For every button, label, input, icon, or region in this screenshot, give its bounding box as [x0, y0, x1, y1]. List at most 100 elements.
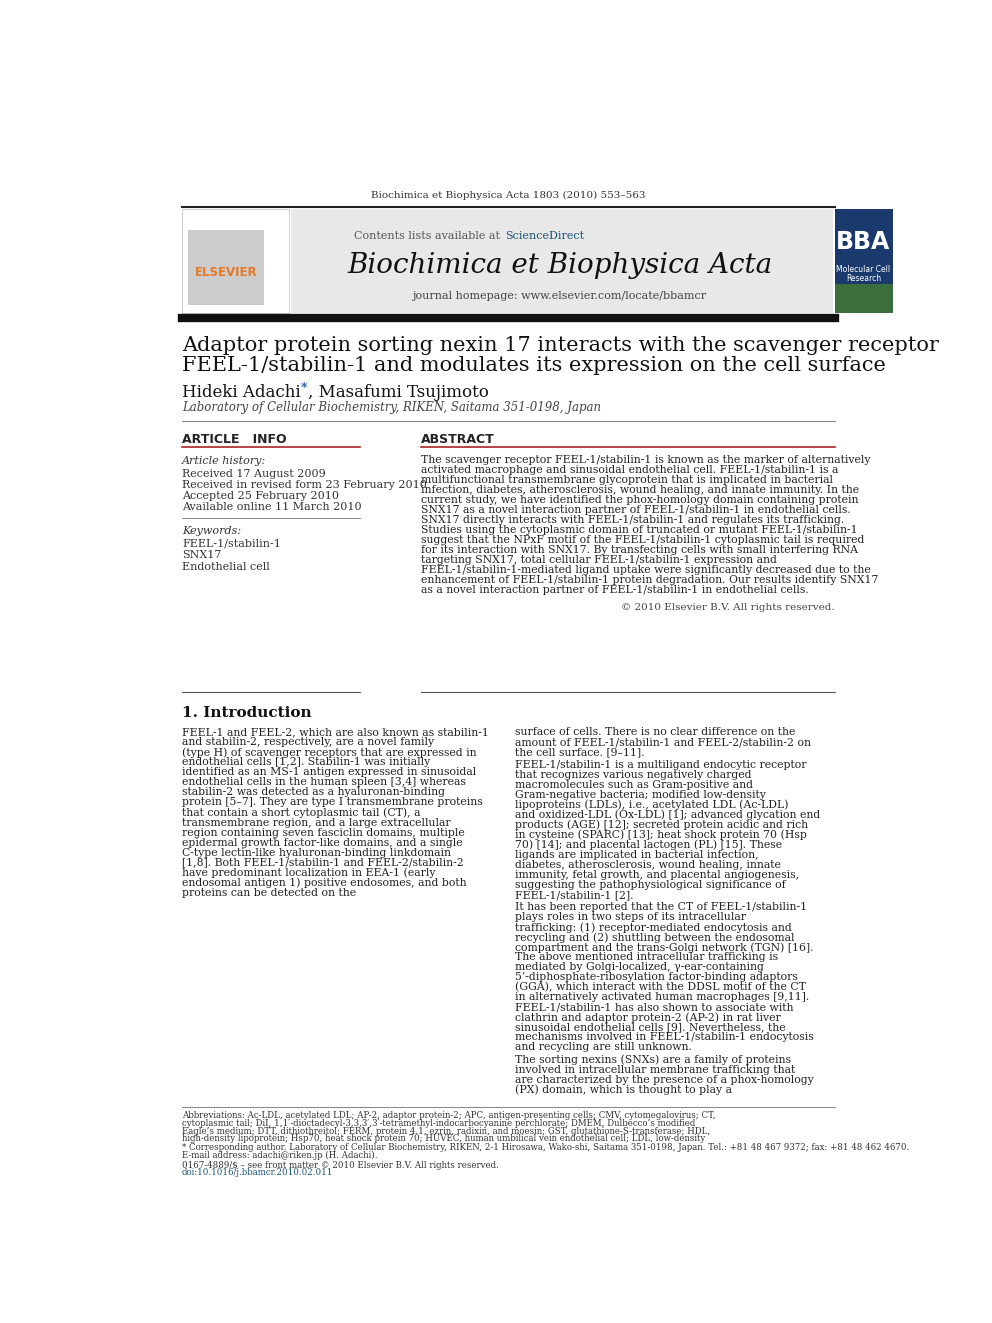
Text: © 2010 Elsevier B.V. All rights reserved.: © 2010 Elsevier B.V. All rights reserved…: [621, 603, 834, 613]
Text: FEEL-1/stabilin-1 [2].: FEEL-1/stabilin-1 [2].: [516, 890, 634, 900]
Text: proteins can be detected on the: proteins can be detected on the: [183, 888, 356, 897]
Text: FEEL-1 and FEEL-2, which are also known as stabilin-1: FEEL-1 and FEEL-2, which are also known …: [183, 728, 489, 737]
Text: 0167-4889/$ – see front matter © 2010 Elsevier B.V. All rights reserved.: 0167-4889/$ – see front matter © 2010 El…: [183, 1160, 499, 1170]
Text: BBA: BBA: [836, 230, 891, 254]
Text: that contain a short cytoplasmic tail (CT), a: that contain a short cytoplasmic tail (C…: [183, 807, 421, 818]
Text: activated macrophage and sinusoidal endothelial cell. FEEL-1/stabilin-1 is a: activated macrophage and sinusoidal endo…: [421, 464, 838, 475]
Text: The scavenger receptor FEEL-1/stabilin-1 is known as the marker of alternatively: The scavenger receptor FEEL-1/stabilin-1…: [421, 455, 870, 464]
Text: The sorting nexins (SNXs) are a family of proteins: The sorting nexins (SNXs) are a family o…: [516, 1054, 792, 1065]
Text: products (AGE) [12]; secreted protein acidic and rich: products (AGE) [12]; secreted protein ac…: [516, 819, 808, 830]
Text: cytoplasmic tail; DiI, 1,1′-dioctadecyl-3,3,3′,3′-tetramethyl-indocarbocyanine p: cytoplasmic tail; DiI, 1,1′-dioctadecyl-…: [183, 1119, 695, 1129]
Text: ScienceDirect: ScienceDirect: [505, 230, 584, 241]
Text: 70) [14]; and placental lactogen (PL) [15]. These: 70) [14]; and placental lactogen (PL) [1…: [516, 840, 783, 851]
Text: compartment and the trans-Golgi network (TGN) [16].: compartment and the trans-Golgi network …: [516, 942, 813, 953]
Text: SNX17 directly interacts with FEEL-1/stabilin-1 and regulates its trafficking.: SNX17 directly interacts with FEEL-1/sta…: [421, 515, 844, 525]
Text: region containing seven fasciclin domains, multiple: region containing seven fasciclin domain…: [183, 827, 465, 837]
Bar: [188, 230, 264, 306]
Text: E-mail address: adachi@riken.jp (H. Adachi).: E-mail address: adachi@riken.jp (H. Adac…: [183, 1151, 378, 1160]
Text: Received in revised form 23 February 2010: Received in revised form 23 February 201…: [183, 480, 427, 491]
Text: suggest that the NPxF motif of the FEEL-1/stabilin-1 cytoplasmic tail is require: suggest that the NPxF motif of the FEEL-…: [421, 534, 864, 545]
Text: that recognizes various negatively charged: that recognizes various negatively charg…: [516, 770, 752, 779]
Text: protein [5–7]. They are type I transmembrane proteins: protein [5–7]. They are type I transmemb…: [183, 798, 483, 807]
Text: surface of cells. There is no clear difference on the: surface of cells. There is no clear diff…: [516, 728, 796, 737]
Text: ELSEVIER: ELSEVIER: [195, 266, 258, 279]
Text: current study, we have identified the phox-homology domain containing protein: current study, we have identified the ph…: [421, 495, 858, 505]
Text: Adaptor protein sorting nexin 17 interacts with the scavenger receptor: Adaptor protein sorting nexin 17 interac…: [183, 336, 939, 355]
Text: endosomal antigen 1) positive endosomes, and both: endosomal antigen 1) positive endosomes,…: [183, 877, 467, 888]
Text: endothelial cells [1,2]. Stabilin-1 was initially: endothelial cells [1,2]. Stabilin-1 was …: [183, 758, 431, 767]
Text: Available online 11 March 2010: Available online 11 March 2010: [183, 501, 362, 512]
Text: diabetes, atherosclerosis, wound healing, innate: diabetes, atherosclerosis, wound healing…: [516, 860, 782, 869]
Text: Article history:: Article history:: [183, 456, 267, 467]
Text: , Masafumi Tsujimoto: , Masafumi Tsujimoto: [308, 384, 488, 401]
Text: * Corresponding author. Laboratory of Cellular Biochemistry, RIKEN, 2-1 Hirosawa: * Corresponding author. Laboratory of Ce…: [183, 1143, 910, 1152]
Bar: [834, 209, 893, 312]
Text: involved in intracellular membrane trafficking that: involved in intracellular membrane traff…: [516, 1065, 796, 1074]
Text: mechanisms involved in FEEL-1/stabilin-1 endocytosis: mechanisms involved in FEEL-1/stabilin-1…: [516, 1032, 814, 1043]
Text: suggesting the pathophysiological significance of: suggesting the pathophysiological signif…: [516, 880, 786, 890]
Text: The above mentioned intracellular trafficking is: The above mentioned intracellular traffi…: [516, 953, 779, 962]
Text: Contents lists available at: Contents lists available at: [354, 230, 504, 241]
Text: [1,8]. Both FEEL-1/stabilin-1 and FEEL-2/stabilin-2: [1,8]. Both FEEL-1/stabilin-1 and FEEL-2…: [183, 857, 464, 868]
Text: 5’-diphosphate-ribosylation factor-binding adaptors: 5’-diphosphate-ribosylation factor-bindi…: [516, 972, 799, 982]
Text: transmembrane region, and a large extracellular: transmembrane region, and a large extrac…: [183, 818, 450, 827]
Text: mediated by Golgi-localized, γ-ear-containing: mediated by Golgi-localized, γ-ear-conta…: [516, 962, 764, 972]
Text: FEEL-1/stabilin-1 and modulates its expression on the cell surface: FEEL-1/stabilin-1 and modulates its expr…: [183, 356, 886, 374]
Text: Received 17 August 2009: Received 17 August 2009: [183, 470, 326, 479]
Text: in alternatively activated human macrophages [9,11].: in alternatively activated human macroph…: [516, 992, 809, 1003]
Text: stabilin-2 was detected as a hyaluronan-binding: stabilin-2 was detected as a hyaluronan-…: [183, 787, 445, 798]
Text: Studies using the cytoplasmic domain of truncated or mutant FEEL-1/stabilin-1: Studies using the cytoplasmic domain of …: [421, 525, 857, 534]
Text: lipoproteins (LDLs), i.e., acetylated LDL (Ac-LDL): lipoproteins (LDLs), i.e., acetylated LD…: [516, 799, 789, 810]
Text: targeting SNX17, total cellular FEEL-1/stabilin-1 expression and: targeting SNX17, total cellular FEEL-1/s…: [421, 554, 777, 565]
Text: It has been reported that the CT of FEEL-1/stabilin-1: It has been reported that the CT of FEEL…: [516, 902, 807, 912]
Bar: [183, 209, 289, 312]
Text: Biochimica et Biophysica Acta: Biochimica et Biophysica Acta: [347, 251, 772, 279]
Text: SNX17 as a novel interaction partner of FEEL-1/stabilin-1 in endothelial cells.: SNX17 as a novel interaction partner of …: [421, 505, 850, 515]
Text: FEEL-1/stabilin-1: FEEL-1/stabilin-1: [183, 538, 281, 549]
Text: recycling and (2) shuttling between the endosomal: recycling and (2) shuttling between the …: [516, 931, 795, 942]
Text: plays roles in two steps of its intracellular: plays roles in two steps of its intracel…: [516, 913, 746, 922]
Text: 1. Introduction: 1. Introduction: [183, 706, 311, 720]
Text: SNX17: SNX17: [183, 550, 221, 561]
Text: C-type lectin-like hyaluronan-binding linkdomain: C-type lectin-like hyaluronan-binding li…: [183, 848, 451, 857]
Text: (type H) of scavenger receptors that are expressed in: (type H) of scavenger receptors that are…: [183, 747, 477, 758]
Text: *: *: [301, 382, 308, 396]
Text: Gram-negative bacteria; modified low-density: Gram-negative bacteria; modified low-den…: [516, 790, 766, 800]
Text: trafficking: (1) receptor-mediated endocytosis and: trafficking: (1) receptor-mediated endoc…: [516, 922, 793, 933]
Text: and oxidized-LDL (Ox-LDL) [1]; advanced glycation end: and oxidized-LDL (Ox-LDL) [1]; advanced …: [516, 810, 820, 820]
Text: immunity, fetal growth, and placental angiogenesis,: immunity, fetal growth, and placental an…: [516, 869, 800, 880]
Text: endothelial cells in the human spleen [3,4] whereas: endothelial cells in the human spleen [3…: [183, 778, 466, 787]
Text: Abbreviations: Ac-LDL, acetylated LDL; AP-2, adaptor protein-2; APC, antigen-pre: Abbreviations: Ac-LDL, acetylated LDL; A…: [183, 1111, 716, 1121]
Text: FEEL-1/stabilin-1 has also shown to associate with: FEEL-1/stabilin-1 has also shown to asso…: [516, 1003, 794, 1012]
Text: (GGA), which interact with the DDSL motif of the CT: (GGA), which interact with the DDSL moti…: [516, 982, 806, 992]
Text: as a novel interaction partner of FEEL-1/stabilin-1 in endothelial cells.: as a novel interaction partner of FEEL-1…: [421, 585, 808, 595]
Text: have predominant localization in EEA-1 (early: have predominant localization in EEA-1 (…: [183, 868, 435, 878]
Text: (PX) domain, which is thought to play a: (PX) domain, which is thought to play a: [516, 1085, 732, 1095]
Text: Hideki Adachi: Hideki Adachi: [183, 384, 301, 401]
Text: are characterized by the presence of a phox-homology: are characterized by the presence of a p…: [516, 1074, 814, 1085]
Text: multifunctional transmembrane glycoprotein that is implicated in bacterial: multifunctional transmembrane glycoprote…: [421, 475, 833, 484]
Text: epidermal growth factor-like domains, and a single: epidermal growth factor-like domains, an…: [183, 837, 462, 848]
Text: high-density lipoprotein; Hsp70, heat shock protein 70; HUVEC, human umbilical v: high-density lipoprotein; Hsp70, heat sh…: [183, 1134, 705, 1143]
Text: enhancement of FEEL-1/stabilin-1 protein degradation. Our results identify SNX17: enhancement of FEEL-1/stabilin-1 protein…: [421, 576, 878, 585]
Text: FEEL-1/stabilin-1 is a multiligand endocytic receptor: FEEL-1/stabilin-1 is a multiligand endoc…: [516, 759, 806, 770]
Text: FEEL-1/stabilin-1-mediated ligand uptake were significantly decreased due to the: FEEL-1/stabilin-1-mediated ligand uptake…: [421, 565, 871, 576]
Text: Biochimica et Biophysica Acta 1803 (2010) 553–563: Biochimica et Biophysica Acta 1803 (2010…: [371, 191, 646, 200]
Text: doi:10.1016/j.bbamcr.2010.02.011: doi:10.1016/j.bbamcr.2010.02.011: [183, 1168, 333, 1177]
Text: sinusoidal endothelial cells [9]. Nevertheless, the: sinusoidal endothelial cells [9]. Nevert…: [516, 1023, 786, 1032]
Text: ARTICLE   INFO: ARTICLE INFO: [183, 434, 287, 446]
Text: Molecular Cell: Molecular Cell: [836, 265, 891, 274]
Text: Research: Research: [846, 274, 881, 283]
Text: identified as an MS-1 antigen expressed in sinusoidal: identified as an MS-1 antigen expressed …: [183, 767, 476, 778]
Text: Laboratory of Cellular Biochemistry, RIKEN, Saitama 351-0198, Japan: Laboratory of Cellular Biochemistry, RIK…: [183, 401, 601, 414]
Text: clathrin and adaptor protein-2 (AP-2) in rat liver: clathrin and adaptor protein-2 (AP-2) in…: [516, 1012, 781, 1023]
Bar: [834, 283, 893, 312]
Text: in cysteine (SPARC) [13]; heat shock protein 70 (Hsp: in cysteine (SPARC) [13]; heat shock pro…: [516, 830, 807, 840]
Text: journal homepage: www.elsevier.com/locate/bbamcr: journal homepage: www.elsevier.com/locat…: [413, 291, 706, 300]
Text: infection, diabetes, atherosclerosis, wound healing, and innate immunity. In the: infection, diabetes, atherosclerosis, wo…: [421, 484, 859, 495]
Text: for its interaction with SNX17. By transfecting cells with small interfering RNA: for its interaction with SNX17. By trans…: [421, 545, 858, 554]
Text: ligands are implicated in bacterial infection,: ligands are implicated in bacterial infe…: [516, 849, 759, 860]
Text: and recycling are still unknown.: and recycling are still unknown.: [516, 1043, 692, 1052]
Text: the cell surface. [9–11].: the cell surface. [9–11].: [516, 747, 645, 758]
Text: ABSTRACT: ABSTRACT: [421, 434, 495, 446]
